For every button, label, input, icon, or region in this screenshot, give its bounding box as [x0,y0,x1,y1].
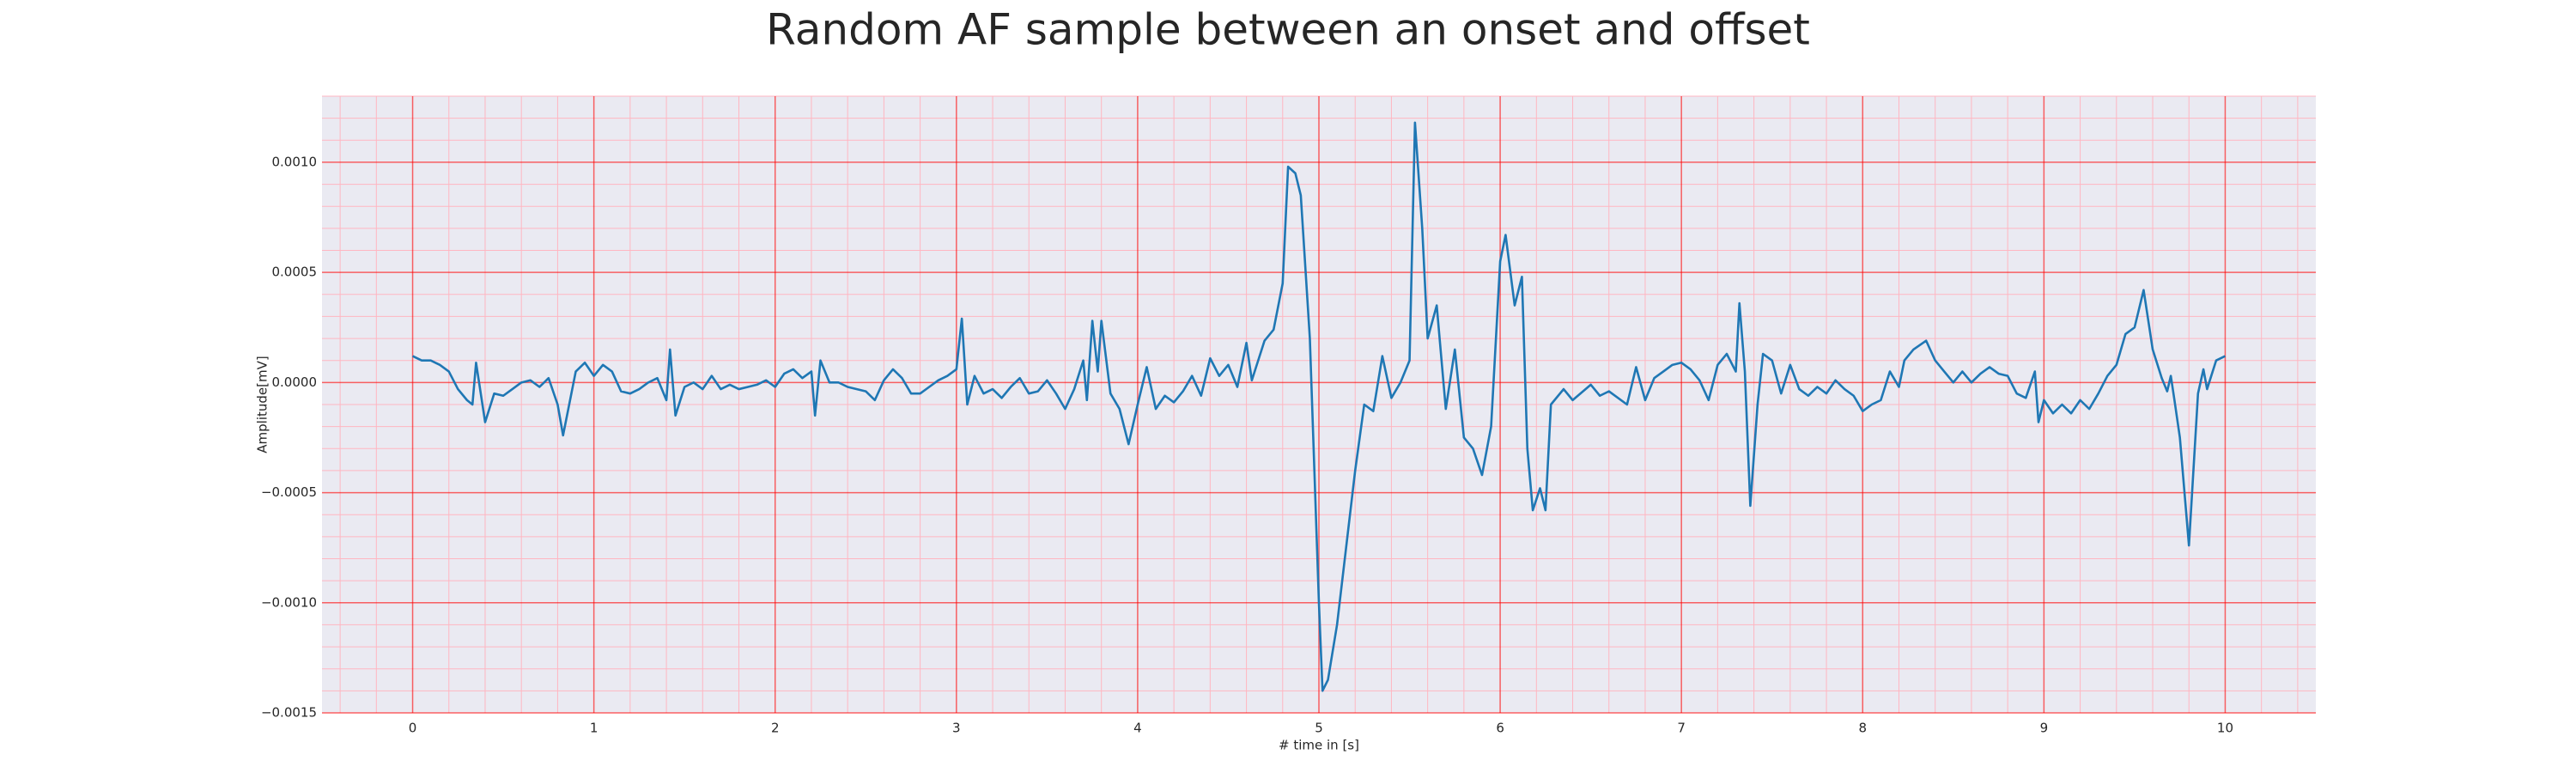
x-axis-label: # time in [s] [1279,738,1359,753]
y-axis-label: Amplitude[mV] [255,356,270,453]
x-tick-label: 7 [1677,721,1686,736]
chart-title: Random AF sample between an onset and of… [766,5,1810,55]
x-tick-label: 8 [1858,721,1867,736]
y-tick-label: 0.0005 [272,265,318,280]
x-tick-label: 10 [2217,721,2233,736]
signal-line [411,121,2227,692]
x-tick-label: 4 [1133,721,1142,736]
y-tick-label: −0.0005 [261,484,317,500]
y-tick-label: 0.0010 [272,154,318,169]
y-tick-label: 0.0000 [272,374,318,390]
x-tick-label: 1 [590,721,598,736]
x-tick-label: 0 [409,721,417,736]
x-tick-label: 2 [771,721,780,736]
x-tick-label: 6 [1496,721,1504,736]
x-tick-label: 9 [2040,721,2049,736]
y-tick-label: −0.0010 [261,594,317,610]
x-tick-label: 5 [1315,721,1323,736]
y-tick-label: −0.0015 [261,705,317,721]
x-tick-label: 3 [952,721,961,736]
